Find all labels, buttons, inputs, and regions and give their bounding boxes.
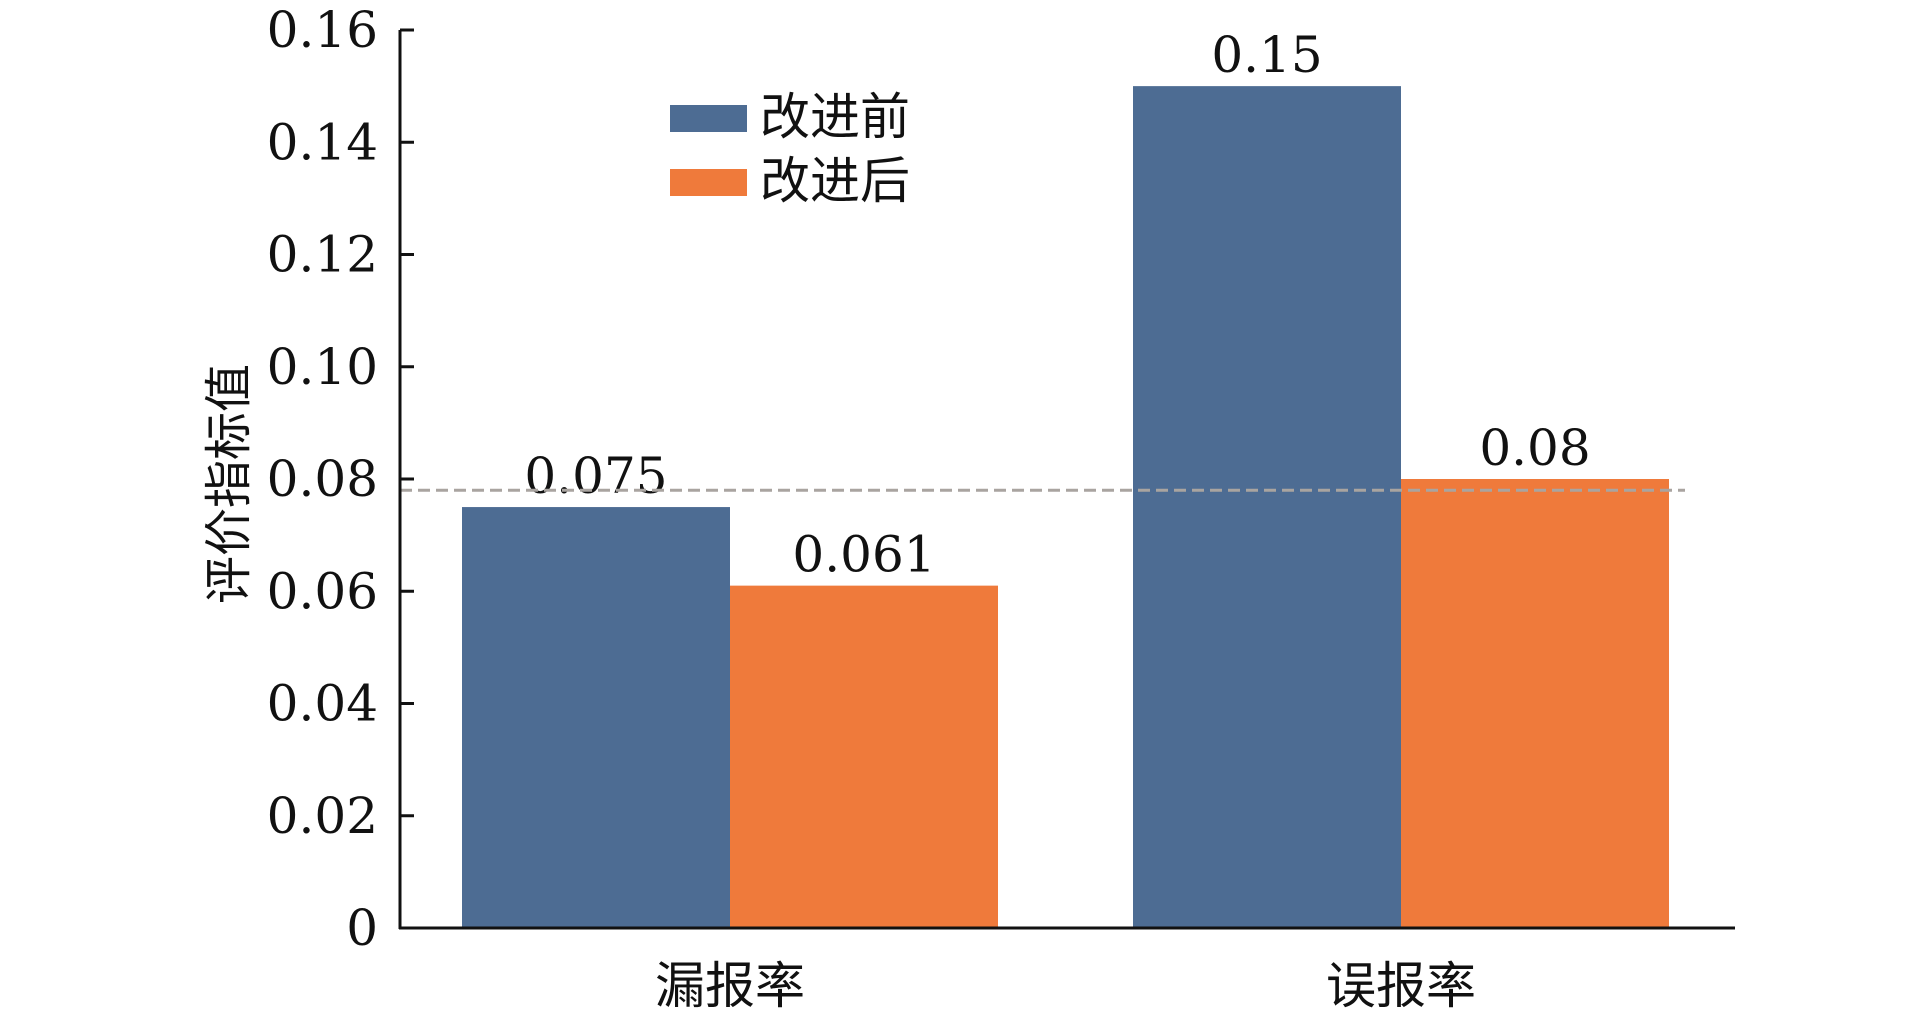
plot-area: 0.075 0.061 漏报率 0.15 0.08 误报率 0 0.02 0.04 0.06 0.0… (267, 1, 1735, 1015)
data-label-2-1: 0.061 (792, 526, 935, 584)
bar-2-1 (730, 585, 998, 928)
data-label-1-2: 0.15 (1211, 26, 1322, 84)
y-tick-label: 0.08 (267, 450, 378, 508)
legend-swatch-1 (670, 105, 747, 132)
legend-swatch-2 (670, 169, 747, 196)
bar-1-2 (1133, 86, 1401, 928)
bar-1-1 (462, 507, 730, 928)
y-tick-label: 0.10 (267, 338, 378, 396)
bar-2-2 (1401, 479, 1669, 928)
y-tick-label: 0.16 (267, 1, 378, 59)
data-label-2-2: 0.08 (1479, 419, 1590, 477)
x-tick-label: 漏报率 (655, 957, 805, 1015)
y-tick-label: 0.02 (267, 787, 378, 845)
data-label-1-1: 0.075 (524, 447, 667, 505)
y-tick-label: 0.04 (267, 675, 378, 733)
x-tick-label: 误报率 (1326, 957, 1476, 1015)
y-tick-label: 0.12 (267, 226, 378, 284)
legend-label-2: 改进后 (760, 152, 910, 210)
legend-label-1: 改进前 (760, 88, 910, 146)
y-tick-label: 0.06 (267, 562, 378, 620)
y-tick-label: 0 (346, 899, 378, 957)
y-axis-title: 评价指标值 (201, 364, 257, 604)
y-tick-label: 0.14 (267, 113, 378, 171)
